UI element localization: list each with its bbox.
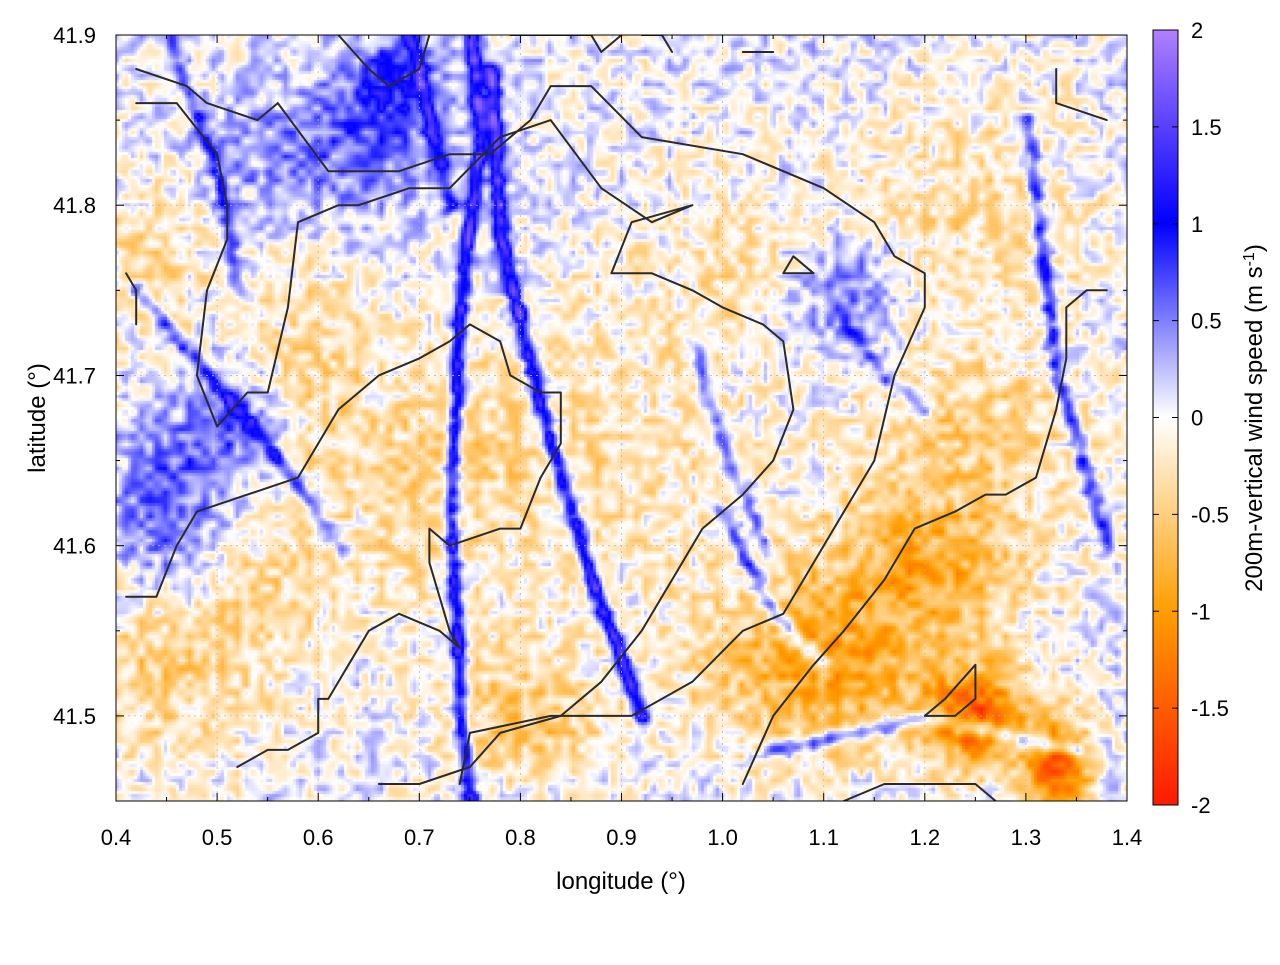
contour-line — [125, 323, 562, 768]
contour-line — [135, 68, 926, 785]
contour-line — [509, 35, 623, 53]
colorbar-tick-label: 0 — [1191, 406, 1203, 431]
y-tick-label: 41.8 — [53, 193, 96, 218]
contour-line — [640, 35, 674, 53]
contour-line — [1055, 68, 1108, 122]
colorbar-tick-label: -1 — [1191, 599, 1211, 624]
x-tick-label: 1.2 — [910, 825, 941, 850]
colorbar-tick-label: 1.5 — [1191, 115, 1222, 140]
colorbar-label-main: 200m-vertical wind speed (m s — [1241, 266, 1268, 591]
x-tick-label: 0.7 — [404, 825, 435, 850]
x-tick-label: 1.1 — [808, 825, 839, 850]
colorbar: -2 -1.5 -1 -0.5 0 0.5 1 1.5 2 200m-vertical wind… — [1152, 18, 1269, 818]
contour-layer — [125, 35, 1108, 801]
y-axis: 41.5 41.6 41.7 41.8 41.9 — [53, 23, 1127, 729]
colorbar-tick-label: -2 — [1191, 793, 1211, 818]
x-tick-label: 0.5 — [202, 825, 233, 850]
contour-line — [842, 783, 997, 801]
x-tick-label: 0.4 — [101, 825, 132, 850]
x-axis: 0.4 0.5 0.6 0.7 0.8 0.9 1.0 1.1 1.2 1.3 1.4 — [101, 35, 1143, 850]
contour-line — [741, 289, 1108, 785]
colorbar-label-suffix: ) — [1241, 244, 1268, 252]
y-tick-label: 41.6 — [53, 534, 96, 559]
contour-line — [135, 102, 795, 785]
colorbar-tick-label: 2 — [1191, 18, 1203, 43]
x-tick-label: 1.3 — [1011, 825, 1042, 850]
x-tick-label: 0.6 — [303, 825, 334, 850]
contour-line — [337, 35, 431, 88]
x-tick-label: 0.9 — [606, 825, 637, 850]
contour-line — [125, 272, 138, 326]
contour-line — [782, 255, 815, 275]
y-tick-label: 41.9 — [53, 23, 96, 48]
colorbar-tick-label: -1.5 — [1191, 696, 1229, 721]
y-tick-label: 41.7 — [53, 363, 96, 388]
colorbar-tick-label: -0.5 — [1191, 502, 1229, 527]
colorbar-label-exponent: -1 — [1241, 252, 1258, 266]
colorbar-tick-label: 1 — [1191, 212, 1203, 237]
colorbar-ticks: -2 -1.5 -1 -0.5 0 0.5 1 1.5 2 — [1153, 18, 1229, 818]
x-tick-label: 1.4 — [1112, 825, 1143, 850]
colorbar-tick-label: 0.5 — [1191, 309, 1222, 334]
x-axis-label: longitude (°) — [556, 868, 686, 895]
x-tick-label: 1.0 — [707, 825, 738, 850]
contour-line — [923, 663, 977, 717]
y-tick-label: 41.5 — [53, 704, 96, 729]
colorbar-label: 200m-vertical wind speed (m s-1) — [1241, 244, 1269, 592]
y-axis-label: latitude (°) — [24, 363, 51, 473]
x-tick-label: 0.8 — [505, 825, 536, 850]
